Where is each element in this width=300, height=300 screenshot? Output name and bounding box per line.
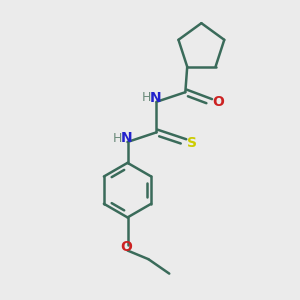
- Text: N: N: [121, 131, 132, 145]
- Text: H: H: [142, 92, 151, 104]
- Text: N: N: [150, 91, 161, 105]
- Text: S: S: [188, 136, 197, 150]
- Text: O: O: [212, 95, 224, 110]
- Text: O: O: [120, 240, 132, 254]
- Text: H: H: [112, 132, 122, 145]
